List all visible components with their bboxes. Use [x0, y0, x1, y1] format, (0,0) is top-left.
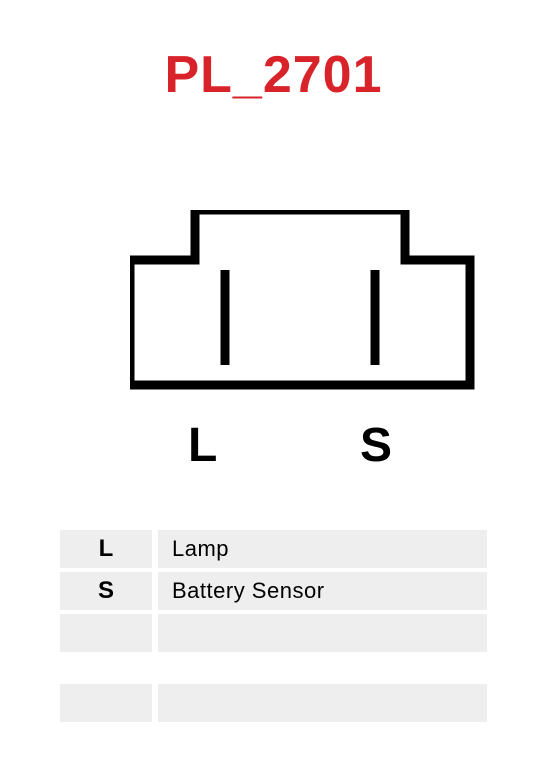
legend-key: L — [60, 530, 152, 568]
legend-key: S — [60, 572, 152, 610]
pin-label-s: S — [360, 418, 392, 473]
legend-key — [60, 614, 152, 652]
pin-label-l: L — [188, 418, 217, 473]
connector-diagram — [130, 210, 480, 400]
table-row — [60, 614, 487, 652]
table-row: L Lamp — [60, 530, 487, 568]
table-row: S Battery Sensor — [60, 572, 487, 610]
part-number-title: PL_2701 — [0, 45, 547, 105]
legend-key — [60, 684, 152, 722]
table-row — [60, 684, 487, 722]
legend-value: Battery Sensor — [158, 572, 487, 610]
legend-table: L Lamp S Battery Sensor — [60, 530, 487, 726]
legend-value: Lamp — [158, 530, 487, 568]
connector-outline — [130, 210, 470, 385]
legend-value — [158, 684, 487, 722]
legend-value — [158, 614, 487, 652]
